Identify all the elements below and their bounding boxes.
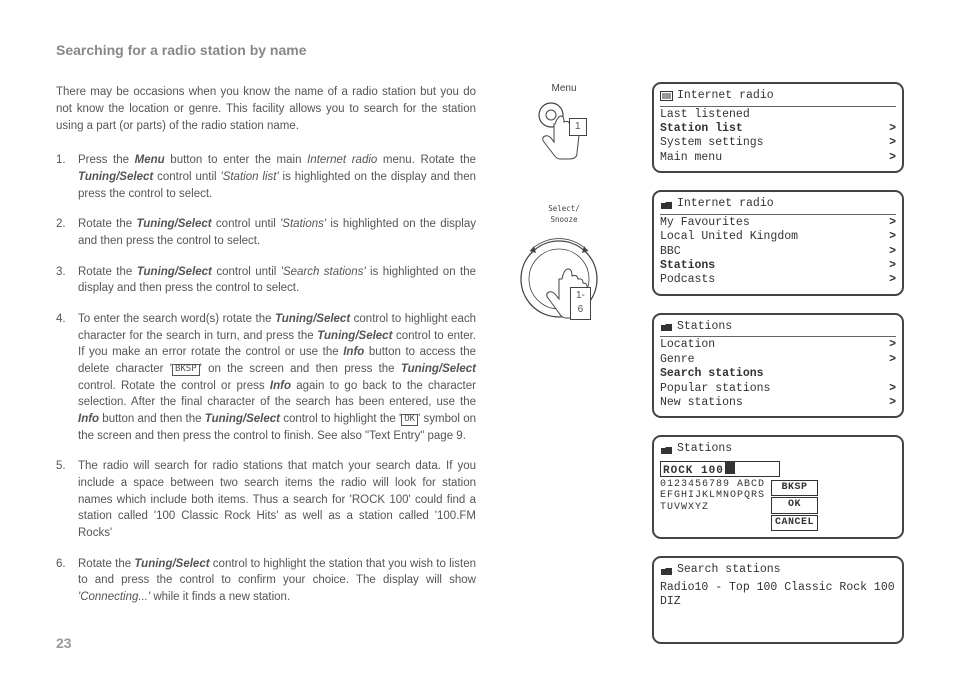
folder-icon [660, 566, 673, 576]
menu-row: My Favourites> [660, 216, 896, 230]
screen3-header: Stations [677, 319, 732, 336]
menu-row: BBC> [660, 245, 896, 259]
menu-row: Search stations [660, 367, 896, 381]
knob-callout: 1-6 [570, 287, 591, 320]
menu-row: Last listened [660, 108, 896, 122]
screen1-header: Internet radio [677, 88, 774, 105]
menu-row: Local United Kingdom> [660, 230, 896, 244]
knob-icon [514, 229, 614, 329]
menu-row: Main menu> [660, 151, 896, 165]
menu-row: System settings> [660, 136, 896, 150]
screen-stations-list: Stations Location>Genre>Search stationsP… [652, 313, 904, 419]
step-1: Press the Menu button to enter the main … [78, 152, 476, 202]
ok-button: OK [771, 497, 818, 514]
screen-internet-radio-2: Internet radio My Favourites>Local Unite… [652, 190, 904, 296]
step-3: Rotate the Tuning/Select control until '… [78, 264, 476, 297]
page-number: 23 [56, 633, 72, 653]
search-input-display: ROCK 100 [660, 461, 780, 477]
bksp-button: BKSP [771, 480, 818, 497]
menu-row: Station list> [660, 122, 896, 136]
intro-paragraph: There may be occasions when you know the… [56, 84, 476, 134]
menu-row: Stations> [660, 259, 896, 273]
folder-icon [660, 445, 673, 455]
search-result-text: Radio10 - Top 100 Classic Rock 100 DIZ [660, 581, 896, 609]
folder-icon [660, 322, 673, 332]
cancel-button: CANCEL [771, 515, 818, 532]
screen2-header: Internet radio [677, 196, 774, 213]
tuning-knob-illustration: Select/ Snooze 1-6 [514, 204, 614, 362]
menu-row: Genre> [660, 353, 896, 367]
screen-text-entry: Stations ROCK 100 0123456789 ABCDEFGHIJK… [652, 435, 904, 539]
list-icon [660, 91, 673, 101]
menu-button-illustration: Menu 1 [525, 82, 603, 180]
step-4: To enter the search word(s) rotate the T… [78, 311, 476, 444]
screen-internet-radio-1: Internet radio Last listenedStation list… [652, 82, 904, 173]
page-title: Searching for a radio station by name [56, 40, 476, 60]
menu-callout: 1 [569, 118, 587, 137]
menu-row: Podcasts> [660, 273, 896, 287]
screen-search-result: Search stations Radio10 - Top 100 Classi… [652, 556, 904, 644]
folder-icon [660, 200, 673, 210]
screen4-header: Stations [677, 441, 732, 458]
step-5: The radio will search for radio stations… [78, 458, 476, 541]
press-icon [525, 100, 603, 162]
ok-chip: OK [401, 414, 418, 426]
menu-row: Location> [660, 338, 896, 352]
instruction-list: 1.Press the Menu button to enter the mai… [56, 152, 476, 605]
step-6: Rotate the Tuning/Select control to high… [78, 556, 476, 606]
menu-row: Popular stations> [660, 382, 896, 396]
character-grid: 0123456789 ABCDEFGHIJKLMNOPQRSTUVWXYZ [660, 479, 765, 514]
step-2: Rotate the Tuning/Select control until '… [78, 216, 476, 249]
menu-row: New stations> [660, 396, 896, 410]
screen5-header: Search stations [677, 562, 781, 579]
bksp-chip: BKSP [172, 364, 200, 376]
